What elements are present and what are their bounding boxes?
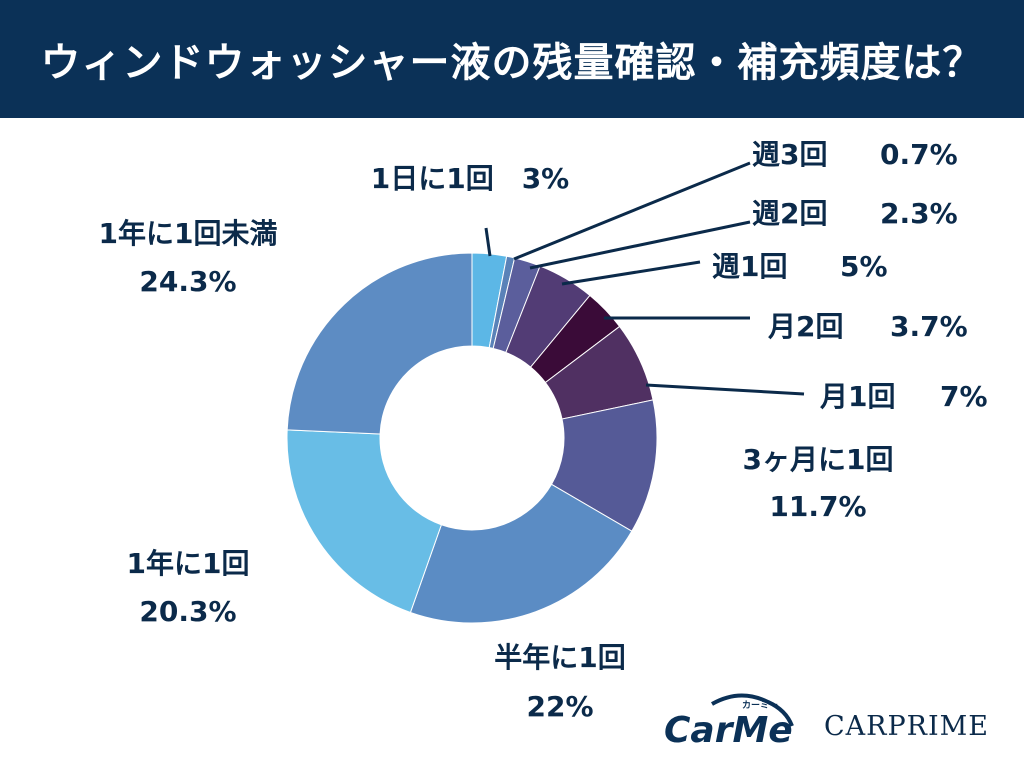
slice-value-9: 20.3%	[139, 595, 236, 628]
slice-value-5: 3.7%	[890, 310, 968, 343]
slice-label-2: 週3回	[752, 138, 827, 171]
donut-chart: 1日に1回 3% 週3回 0.7% 週2回 2.3% 週1回 5% 月2回 3.7% 月1回 7% 3…	[99, 138, 988, 723]
slice-10	[286, 252, 473, 435]
slice-value-4: 5%	[840, 250, 888, 283]
header-bar	[0, 0, 1024, 118]
slice-labels: 1日に1回 3% 週3回 0.7% 週2回 2.3% 週1回 5% 月2回 3.7% 月1回 7% 3…	[99, 138, 988, 723]
page-title: ウィンドウォッシャー液の残量確認・補充頻度は？	[40, 40, 984, 86]
donut-slices	[286, 252, 658, 624]
leader-lines	[484, 161, 805, 396]
carprime-logo-text: CARPRIME	[824, 711, 989, 742]
leader-line-2	[513, 161, 751, 261]
slice-9	[286, 429, 443, 614]
slice-label-10: 1年に1回未満	[99, 217, 278, 250]
slice-label-8: 半年に1回	[494, 641, 625, 674]
slice-label-7: 3ヶ月に1回	[743, 443, 894, 476]
leader-line-4	[561, 260, 701, 286]
slice-label-9: 1年に1回	[127, 547, 250, 580]
carme-logo-roof	[711, 693, 794, 727]
slice-label-4: 週1回	[712, 250, 787, 283]
slice-8	[409, 483, 633, 624]
carme-logo-text: CarMe	[664, 710, 793, 750]
leader-line-3	[529, 220, 751, 270]
slice-label-6: 月1回	[819, 380, 895, 413]
slice-value-6: 7%	[940, 380, 988, 413]
slice-value-10: 24.3%	[139, 265, 236, 298]
leader-line-1	[484, 227, 492, 257]
carme-logo-sub: カーミー	[742, 700, 778, 711]
slice-value-3: 2.3%	[880, 197, 958, 230]
carprime-logo: CARPRIME	[824, 711, 989, 742]
slice-value-8: 22%	[526, 690, 593, 723]
slice-value-2: 0.7%	[880, 138, 958, 171]
leader-line-6	[645, 383, 805, 396]
slice-label-1: 1日に1回 3%	[371, 162, 570, 195]
slice-label-3: 週2回	[752, 197, 827, 230]
carme-logo: カーミー CarMe	[664, 693, 794, 750]
slice-label-5: 月2回	[767, 310, 843, 343]
slice-value-7: 11.7%	[769, 490, 866, 523]
